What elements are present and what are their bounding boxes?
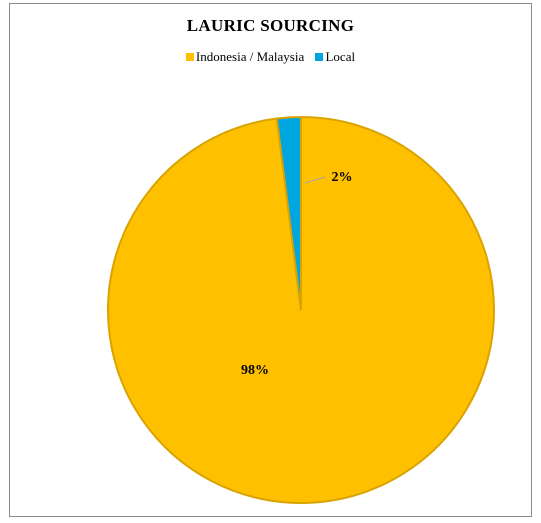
chart-legend: Indonesia / Malaysia Local [10,49,531,65]
pie-slice-local [275,115,302,311]
legend-item-indonesia-malaysia: Indonesia / Malaysia [185,49,305,65]
slice-label-indonesia-malaysia: 98% [241,363,269,378]
legend-label-indonesia-malaysia: Indonesia / Malaysia [195,49,305,64]
legend-item-local: Local [315,49,355,65]
legend-swatch-local [315,53,324,61]
leader-line-local [304,176,326,184]
slice-label-local: 2% [332,170,353,185]
chart-title: LAURIC SOURCING [186,16,355,35]
legend-swatch-indonesia-malaysia [185,53,194,61]
pie-slices [107,115,495,504]
legend-label-local: Local [325,49,356,64]
